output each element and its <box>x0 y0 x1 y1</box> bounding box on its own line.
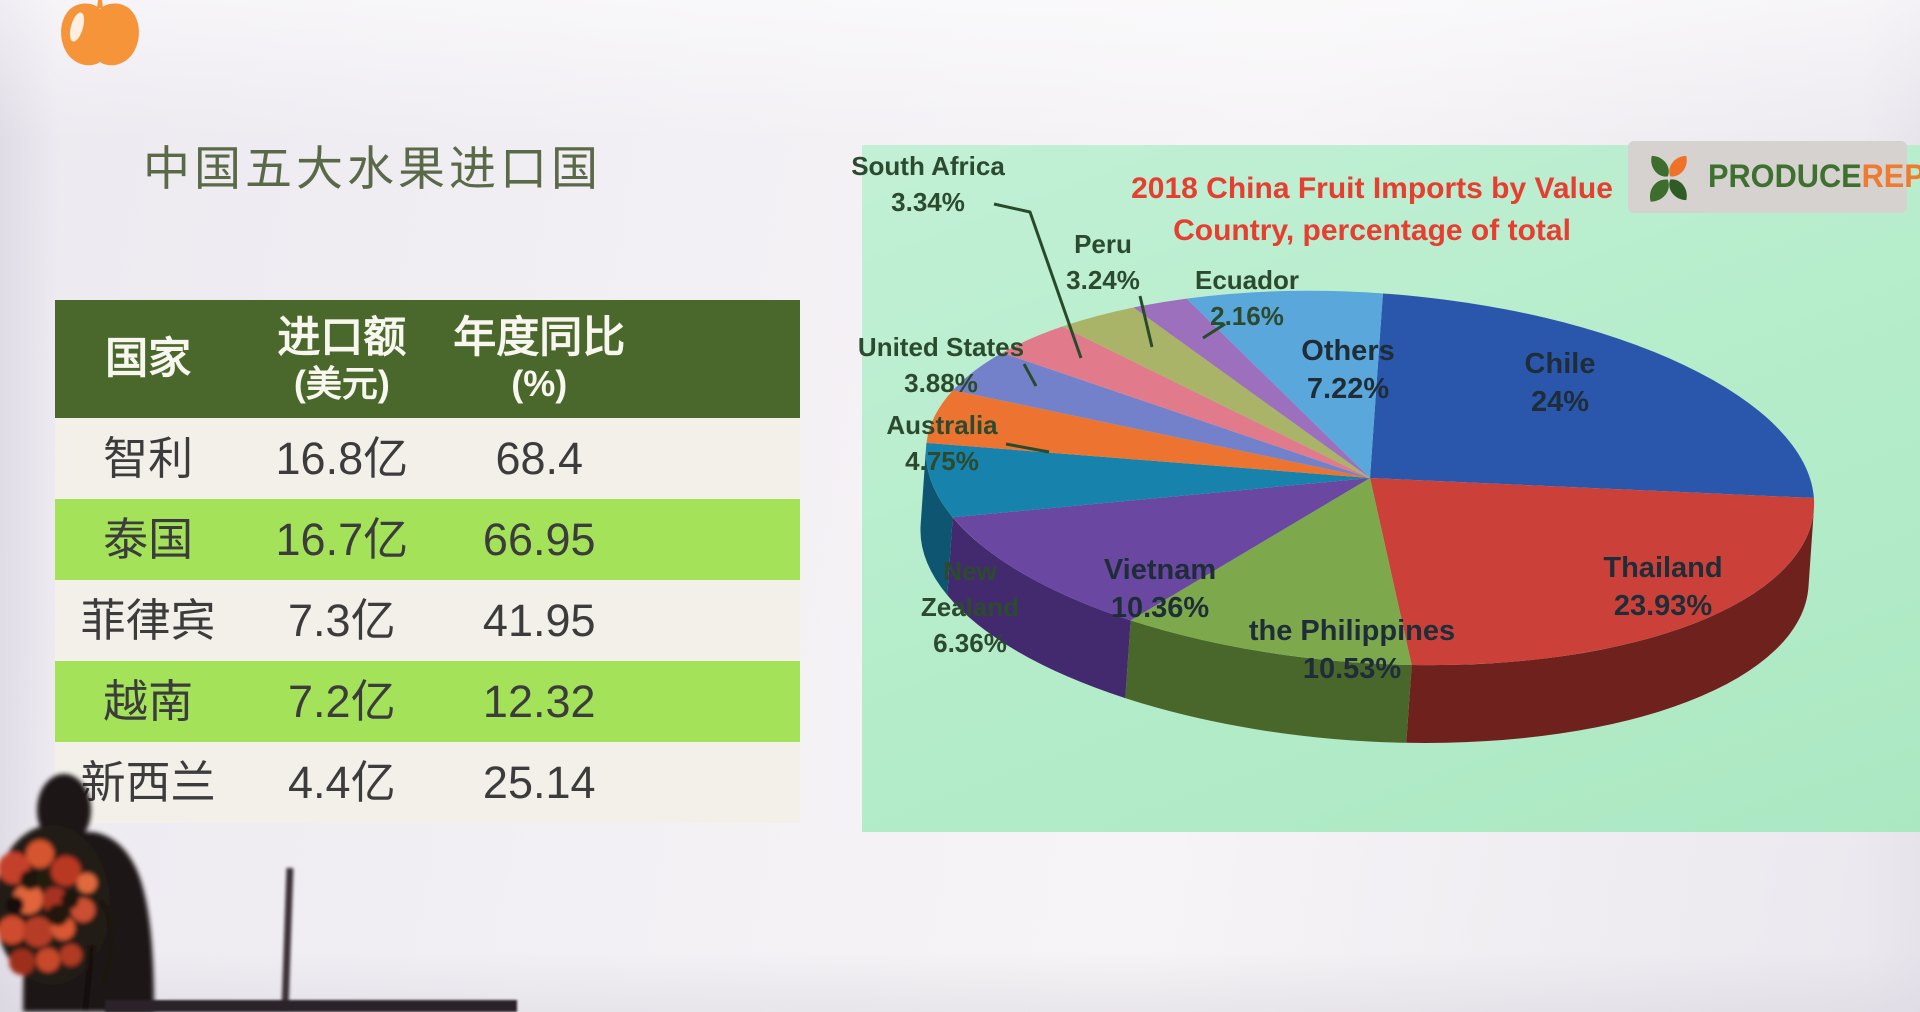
table-header-row: 国家 进口额 (美元) 年度同比 (%) <box>55 300 800 418</box>
cell-yoy: 41.95 <box>482 595 596 646</box>
apple-logo-icon <box>61 0 139 66</box>
pie-label-others: Others 7.22% <box>1301 335 1395 405</box>
produce-report-wordmark: PRODUCEREPORT <box>1708 158 1920 195</box>
header-import-value: 进口额 (美元) <box>277 314 407 404</box>
chart-title-line2: Country, percentage of total <box>1173 214 1571 247</box>
pie-label-australia: Australia 4.75% <box>886 410 998 476</box>
cell-country: 泰国 <box>103 514 194 565</box>
pie-label-united-states: United States 3.88% <box>857 332 1025 398</box>
imports-table: 国家 进口额 (美元) 年度同比 (%) 智利 16.8亿 68.4 泰国 16… <box>55 300 800 823</box>
cell-yoy: 25.14 <box>482 757 596 808</box>
cell-country: 越南 <box>103 676 194 727</box>
cell-value: 16.8亿 <box>275 433 409 484</box>
table-row-chile: 智利 16.8亿 68.4 <box>55 418 800 499</box>
cell-yoy: 66.95 <box>482 514 596 565</box>
header-spacer <box>636 300 800 418</box>
leaf-pinwheel-icon <box>1649 155 1687 202</box>
pie-label-vietnam: Vietnam 10.36% <box>1103 554 1217 624</box>
pie-label-thailand: Thailand 23.93% <box>1603 552 1723 622</box>
cell-yoy: 12.32 <box>482 676 596 727</box>
table-row-thailand: 泰国 16.7亿 66.95 <box>55 499 800 580</box>
cell-yoy: 68.4 <box>495 433 584 484</box>
cell-country: 新西兰 <box>80 757 216 808</box>
chart-title-line1: 2018 China Fruit Imports by Value <box>1131 172 1613 205</box>
logo-word-report: REPORT <box>1861 158 1920 194</box>
cell-value: 16.7亿 <box>275 514 409 565</box>
produce-report-logo: PRODUCEREPORT <box>1628 141 1920 213</box>
pie-label-chile: Chile 24% <box>1524 348 1596 418</box>
table-row-philippines: 菲律宾 7.3亿 41.95 <box>55 580 800 661</box>
table-row-new-zealand: 新西兰 4.4亿 25.14 <box>55 742 800 823</box>
cell-value: 7.3亿 <box>288 595 396 646</box>
pie-label-peru: Peru 3.24% <box>1066 229 1140 295</box>
header-country: 国家 <box>105 335 192 383</box>
slide-title: 中国五大水果进口国 <box>143 144 602 196</box>
bottom-edge-strip <box>105 1000 517 1012</box>
mic-stand-silhouette <box>281 867 294 1009</box>
cell-value: 7.2亿 <box>288 676 396 727</box>
cell-country: 智利 <box>103 433 194 484</box>
pie-label-south-africa: South Africa 3.34% <box>851 151 1005 217</box>
table-row-vietnam: 越南 7.2亿 12.32 <box>55 661 800 742</box>
cell-value: 4.4亿 <box>288 757 396 808</box>
pie-label-ecuador: Ecuador 2.16% <box>1194 265 1300 331</box>
cell-country: 菲律宾 <box>80 595 216 646</box>
pie-label-new-zealand: New Zealand 6.36% <box>920 556 1020 658</box>
header-yoy: 年度同比 (%) <box>453 314 626 404</box>
pie-label-philippines: the Philippines 10.53% <box>1248 615 1456 685</box>
logo-word-produce: PRODUCE <box>1708 158 1862 194</box>
